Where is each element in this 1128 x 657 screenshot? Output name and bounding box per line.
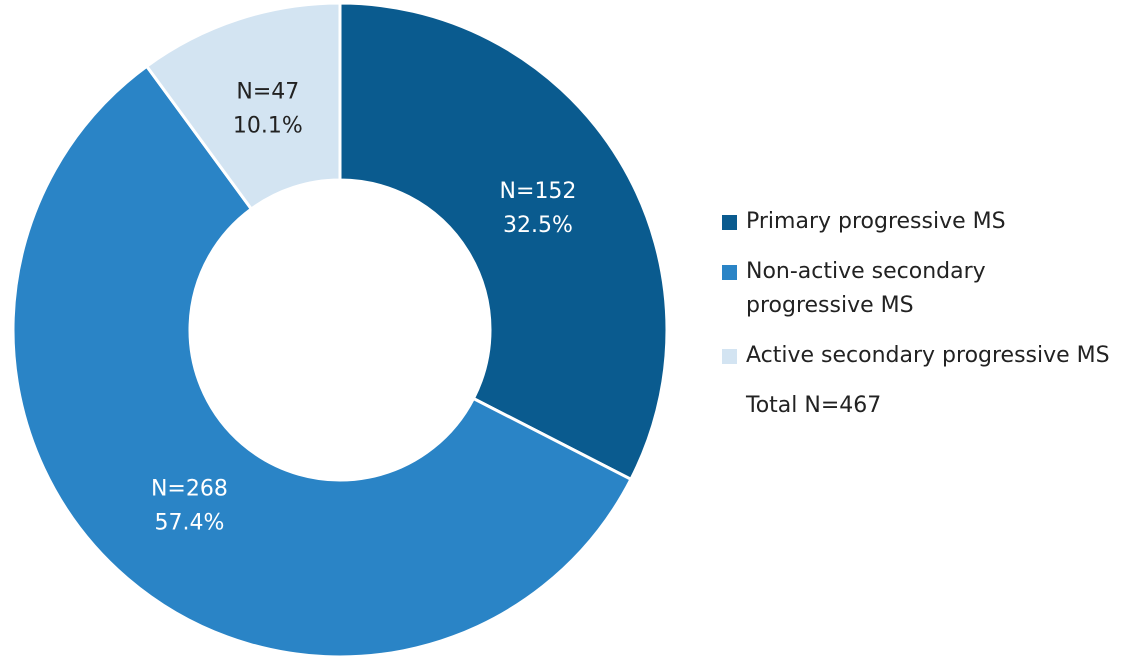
total-annotation: Total N=467	[746, 393, 882, 418]
legend-swatch	[722, 215, 737, 230]
percent-label: 57.4%	[154, 510, 224, 535]
value-label: N=268	[151, 476, 228, 501]
legend-label: Active secondary progressive MS	[746, 343, 1110, 368]
legend-item: Active secondary progressive MS	[718, 339, 1118, 373]
chart: N=152 32.5% N=268 57.4% N=47 10.1%	[11, 1, 669, 657]
legend: Primary progressive MS Non-active seconda…	[718, 205, 1118, 423]
legend-item: Non-active secondary progressive MS	[718, 255, 1118, 323]
value-label: N=47	[236, 80, 299, 105]
percent-label: 10.1%	[233, 114, 303, 139]
value-label: N=152	[500, 179, 577, 204]
donut-slice	[338, 1, 669, 482]
legend-swatch	[722, 265, 737, 280]
donut-slice	[11, 64, 633, 657]
legend-label: Primary progressive MS	[746, 209, 1006, 234]
percent-label: 32.5%	[503, 213, 573, 238]
legend-label: Non-active secondary progressive MS	[746, 259, 986, 318]
legend-item: Primary progressive MS	[718, 205, 1118, 239]
legend-swatch	[722, 349, 737, 364]
donut-slice	[144, 1, 342, 212]
